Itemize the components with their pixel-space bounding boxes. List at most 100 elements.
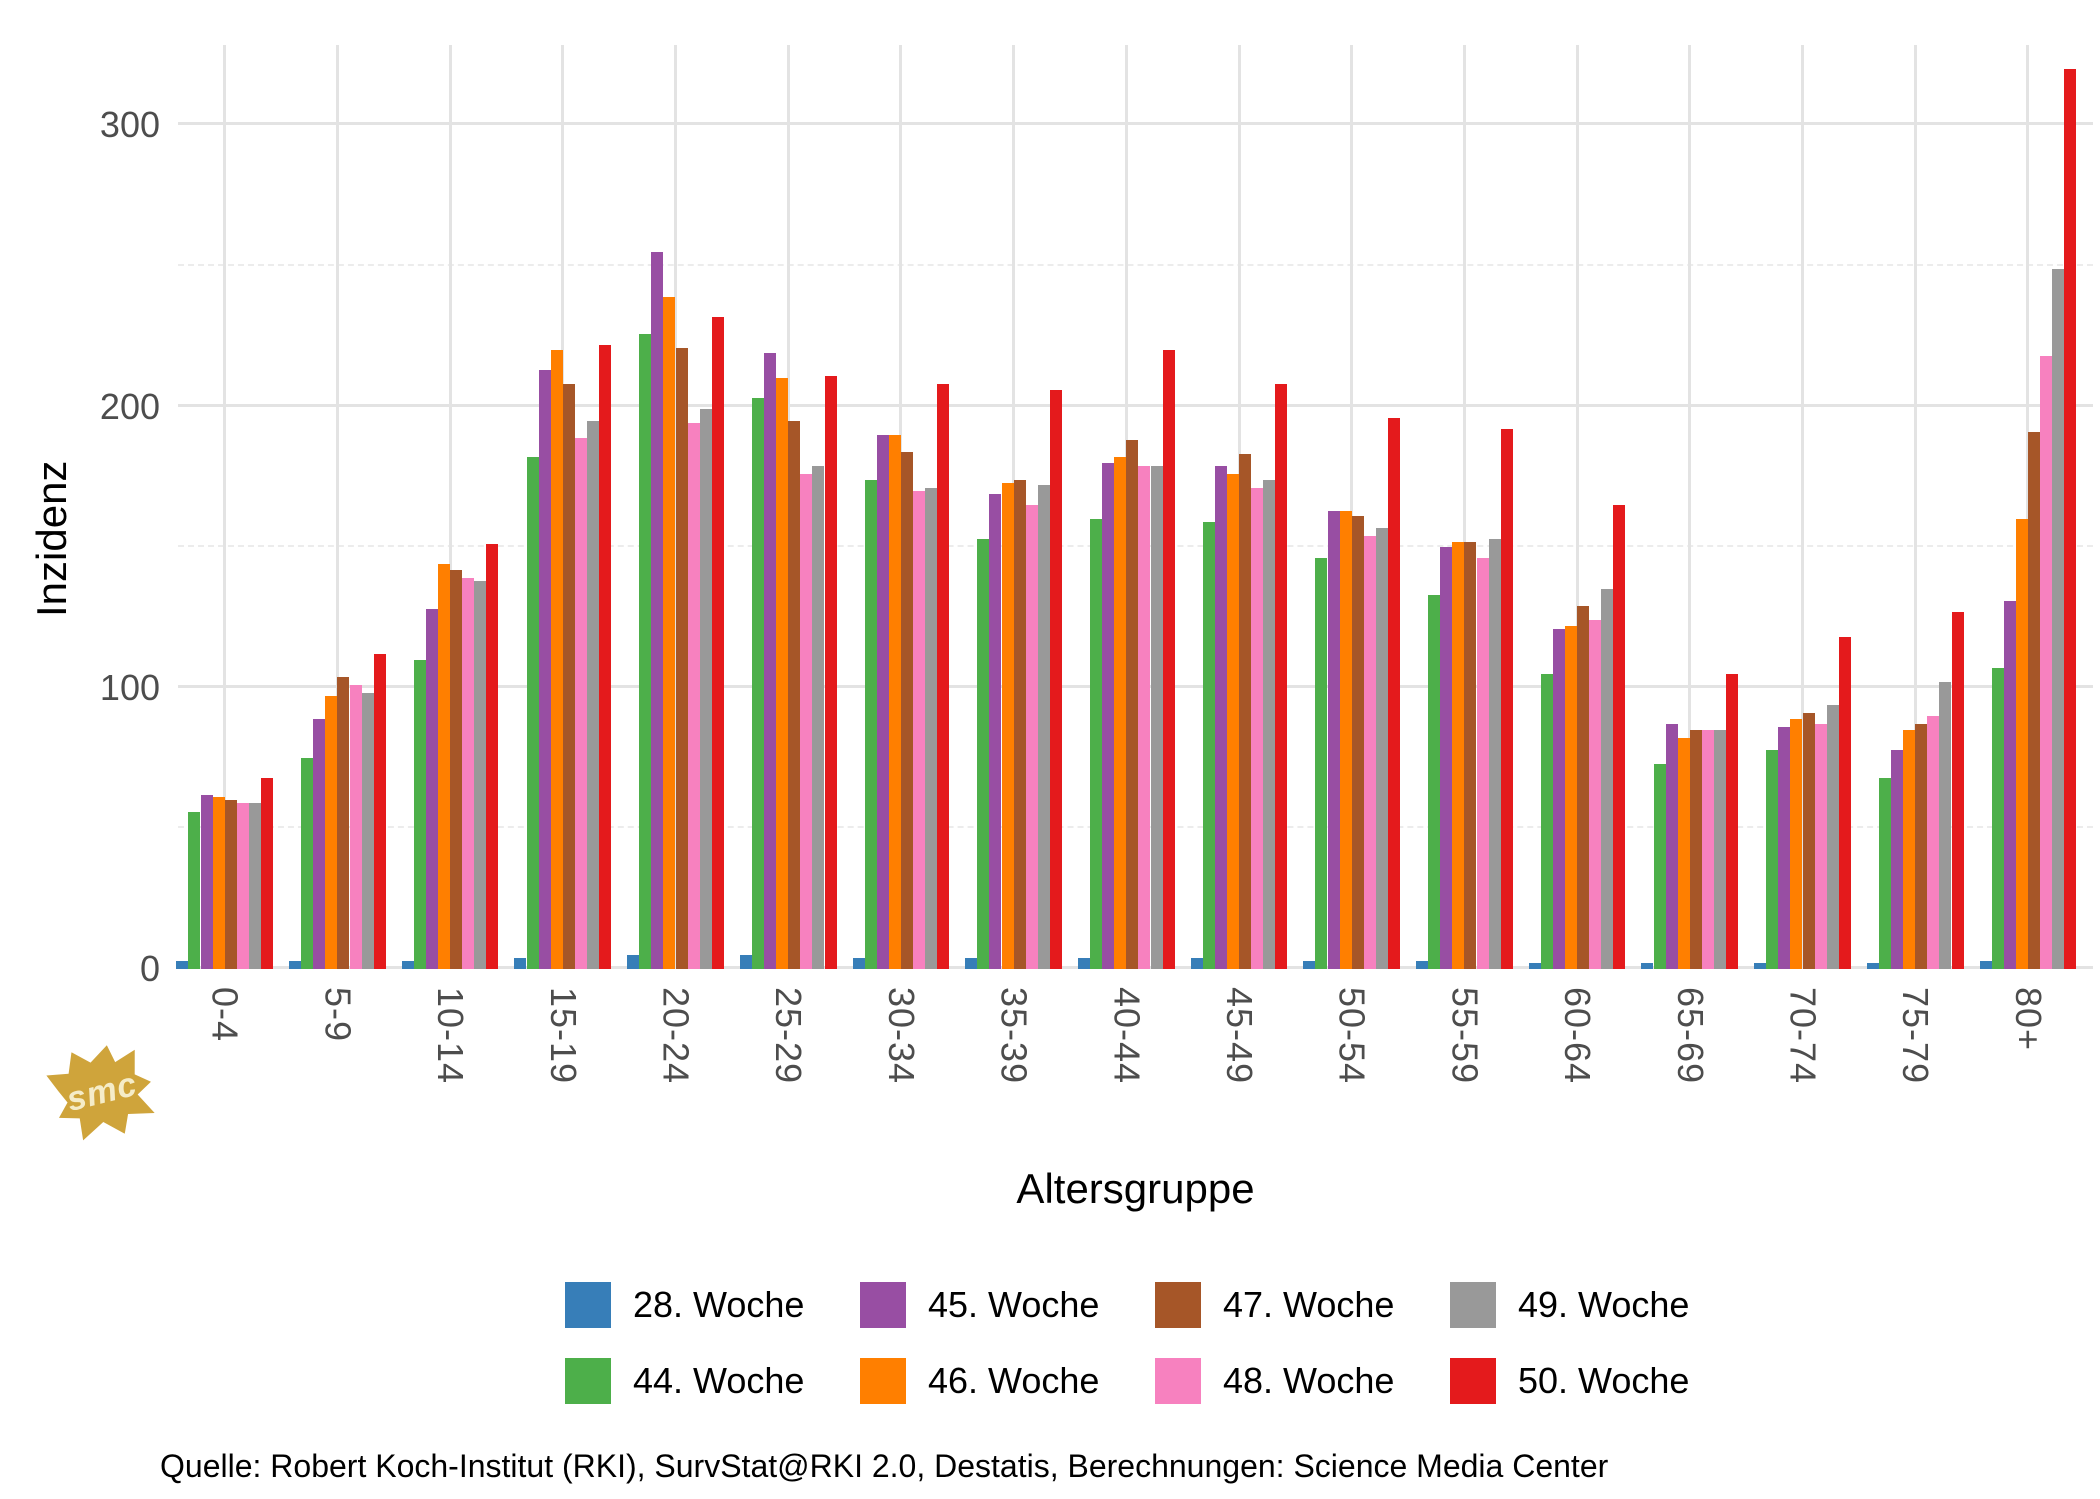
legend-item: 50. Woche — [1450, 1358, 1745, 1404]
bar — [876, 434, 889, 969]
bar — [1552, 628, 1565, 969]
bar — [413, 659, 426, 969]
x-tick-label: 5-9 — [317, 987, 359, 1043]
bar — [1363, 535, 1376, 969]
bar — [289, 960, 302, 969]
bar — [699, 409, 712, 969]
bar — [188, 811, 201, 969]
legend-item: 45. Woche — [860, 1282, 1155, 1328]
x-tick-label: 35-39 — [993, 987, 1035, 1085]
bar — [1327, 510, 1340, 969]
bar — [1102, 462, 1115, 969]
bar — [800, 474, 813, 969]
bar — [526, 457, 539, 969]
bar — [812, 465, 825, 969]
x-tick-label: 80+ — [2007, 987, 2049, 1052]
bar — [538, 370, 551, 969]
bar — [824, 375, 837, 969]
legend-label: 44. Woche — [633, 1360, 805, 1401]
bar — [261, 777, 274, 969]
bar — [1190, 957, 1203, 969]
legend-item: 47. Woche — [1155, 1282, 1450, 1328]
legend-column: 47. Woche 48. Woche — [1155, 1282, 1450, 1404]
bar — [301, 758, 314, 969]
legend-label: 47. Woche — [1223, 1284, 1395, 1325]
legend-column: 45. Woche 46. Woche — [860, 1282, 1155, 1404]
category-gridline — [1350, 45, 1354, 969]
bar — [1226, 474, 1239, 969]
bar — [888, 434, 901, 969]
bar — [977, 538, 990, 969]
bar — [1766, 749, 1779, 969]
bar — [1303, 960, 1316, 969]
bar — [1726, 673, 1739, 969]
bar — [663, 296, 676, 969]
bar — [236, 803, 249, 969]
bar — [1701, 729, 1714, 969]
legend-swatch — [565, 1282, 611, 1328]
bar — [1927, 715, 1940, 969]
bar — [1814, 724, 1827, 969]
bar — [1951, 611, 1964, 969]
bar — [1440, 547, 1453, 969]
bar — [1601, 589, 1614, 969]
bar — [224, 800, 237, 969]
category-gridline — [223, 45, 227, 969]
x-tick-label: 60-64 — [1557, 987, 1599, 1085]
x-tick-label: 75-79 — [1895, 987, 1937, 1085]
plot-panel — [176, 45, 2093, 969]
y-tick-label: 0 — [139, 948, 160, 989]
bar — [1677, 738, 1690, 969]
x-tick-label: 20-24 — [655, 987, 697, 1085]
bar — [562, 384, 575, 969]
bar — [627, 954, 640, 969]
bar — [486, 544, 499, 969]
bar — [925, 488, 938, 969]
bar — [2003, 600, 2016, 969]
bar — [1114, 457, 1127, 969]
bar — [2052, 268, 2065, 969]
x-axis-title: Altersgruppe — [1016, 1165, 1255, 1212]
y-tick-label: 100 — [99, 666, 160, 708]
bar — [751, 398, 764, 969]
category-gridline — [448, 45, 452, 969]
x-tick-label: 40-44 — [1106, 987, 1148, 1085]
bar — [1802, 713, 1815, 969]
x-tick-label: 50-54 — [1331, 987, 1373, 1085]
legend-label: 28. Woche — [633, 1284, 805, 1325]
bar — [200, 794, 213, 969]
bar — [1077, 957, 1090, 969]
bar — [1878, 777, 1891, 969]
bar — [1202, 521, 1215, 969]
legend-label: 48. Woche — [1223, 1360, 1395, 1401]
bar — [1613, 505, 1626, 969]
bar — [1126, 440, 1139, 969]
legend-swatch — [1155, 1282, 1201, 1328]
bar — [1162, 350, 1175, 969]
bar — [639, 333, 652, 969]
bar — [900, 451, 913, 969]
legend: 28. Woche 44. Woche 45. Woche 46. Woche 47. … — [565, 1282, 1745, 1404]
y-tick-label: 300 — [99, 104, 160, 146]
bar — [739, 954, 752, 969]
bar — [1838, 637, 1851, 969]
bar — [711, 316, 724, 969]
bar — [1528, 963, 1541, 969]
bar — [599, 344, 612, 969]
bar — [574, 437, 587, 969]
bar — [1037, 485, 1050, 969]
bar — [2027, 431, 2040, 969]
major-gridline — [178, 122, 2093, 126]
bar — [373, 654, 386, 969]
bar — [1013, 479, 1026, 969]
bar — [788, 420, 801, 969]
bar — [1754, 963, 1767, 969]
bar — [989, 493, 1002, 969]
bar — [1903, 729, 1916, 969]
bar — [1991, 668, 2004, 969]
bar — [1915, 724, 1928, 969]
legend-swatch — [1450, 1358, 1496, 1404]
bar — [1263, 479, 1276, 969]
bar — [474, 580, 487, 969]
bar — [764, 353, 777, 969]
